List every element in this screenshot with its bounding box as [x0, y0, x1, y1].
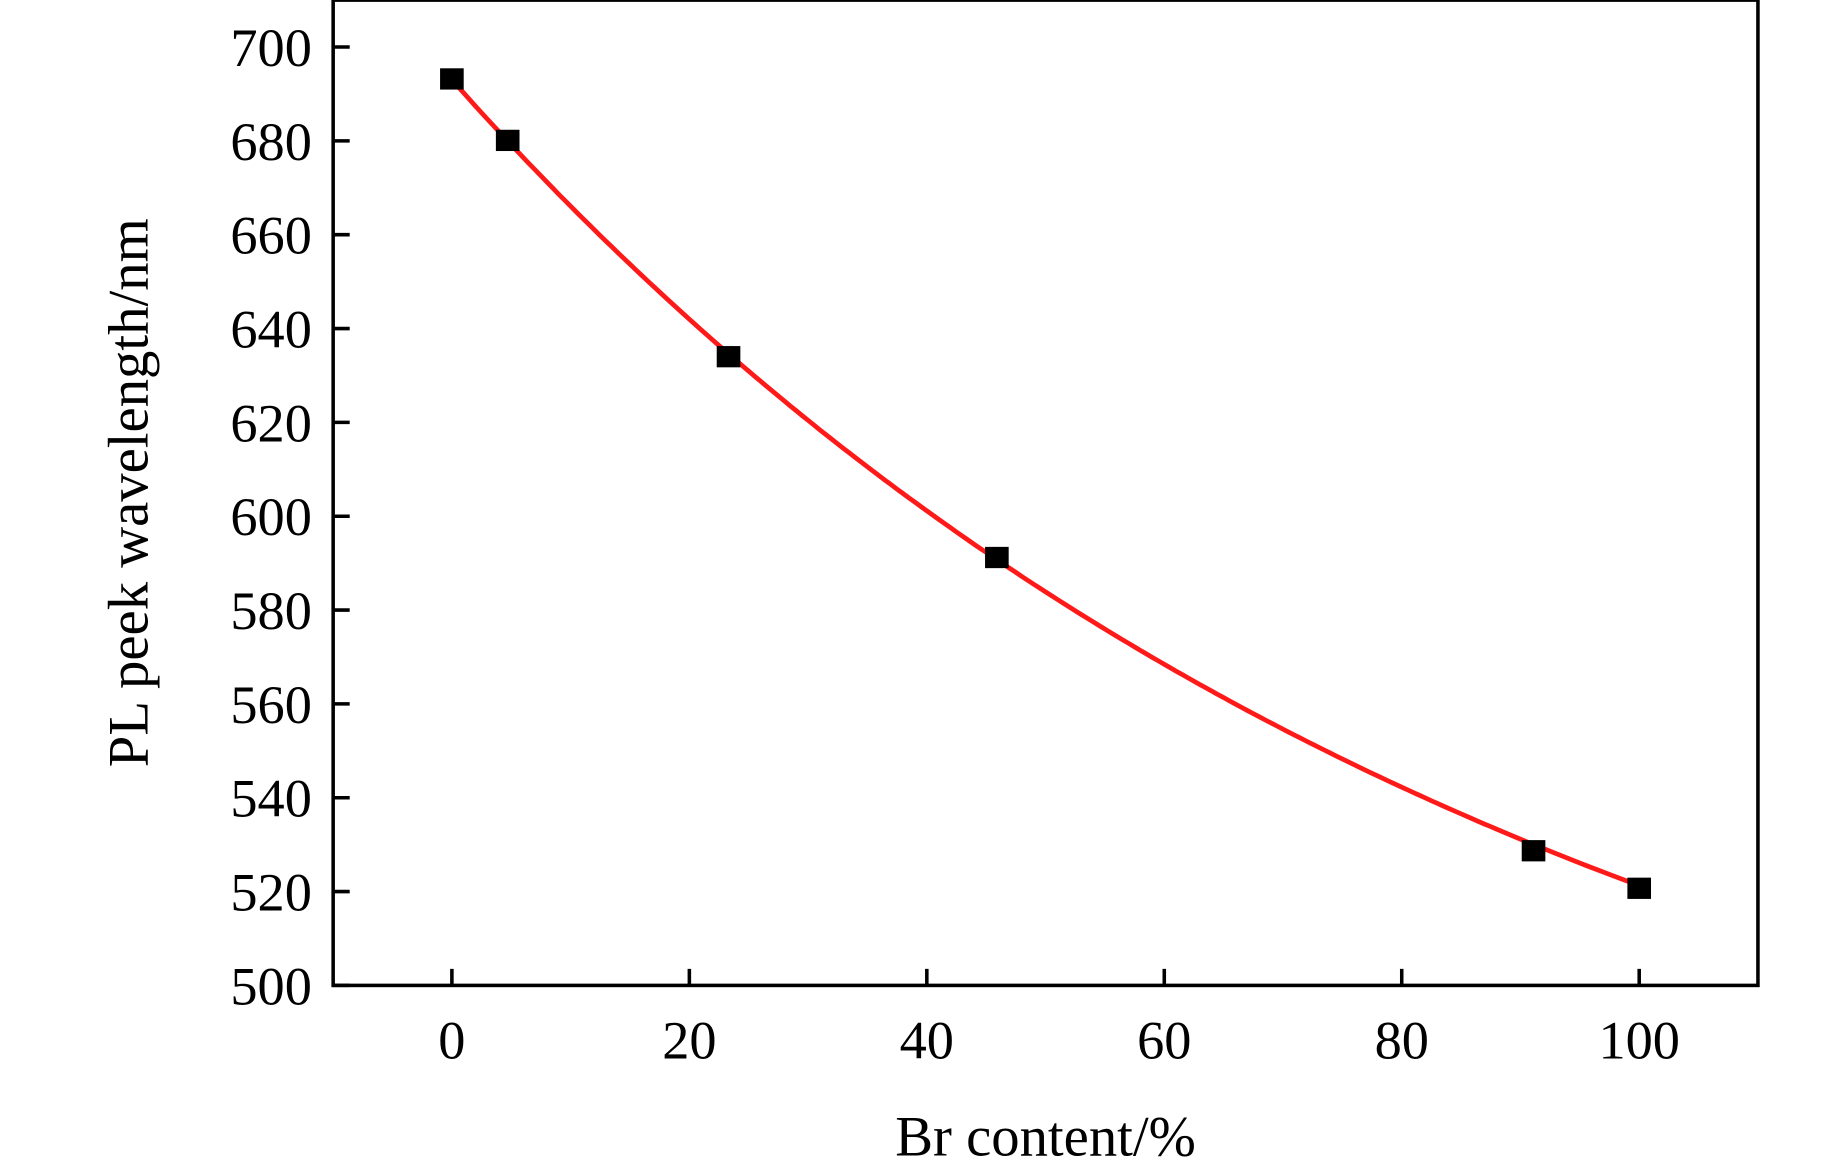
data-point: [985, 546, 1009, 569]
x-tick-label: 80: [1375, 1011, 1429, 1071]
fit-curve: [450, 78, 1641, 888]
data-point: [716, 346, 741, 368]
data-point: [1521, 840, 1546, 862]
x-tick-label: 40: [900, 1011, 954, 1071]
y-tick-label: 600: [230, 487, 311, 547]
y-tick-label: 660: [230, 206, 311, 266]
plot-frame: [331, 0, 1760, 988]
data-point: [495, 129, 520, 152]
data-point: [1627, 877, 1652, 899]
ticks: 0 20 40 60 80 100 500 520 540 560 580 600 620 640 660 6…: [230, 18, 1680, 1071]
x-tick-label: 100: [1598, 1011, 1680, 1071]
x-tick-label: 0: [438, 1011, 465, 1071]
data-points: [440, 68, 1652, 899]
y-tick-label: 700: [230, 18, 311, 78]
y-tick-label: 500: [230, 956, 311, 1016]
y-axis-label: PL peek wavelength/nm: [98, 218, 161, 767]
x-tick-label: 20: [662, 1011, 716, 1071]
x-tick-label: 60: [1137, 1011, 1191, 1071]
x-axis-label: Br content/%: [895, 1106, 1196, 1169]
y-tick-label: 520: [230, 862, 311, 922]
y-tick-label: 560: [230, 675, 311, 735]
data-point: [440, 68, 464, 90]
y-tick-label: 540: [230, 769, 311, 829]
y-tick-label: 640: [230, 299, 311, 359]
y-tick-label: 620: [230, 393, 311, 453]
y-tick-label: 580: [230, 581, 311, 641]
y-tick-label: 680: [230, 112, 311, 172]
